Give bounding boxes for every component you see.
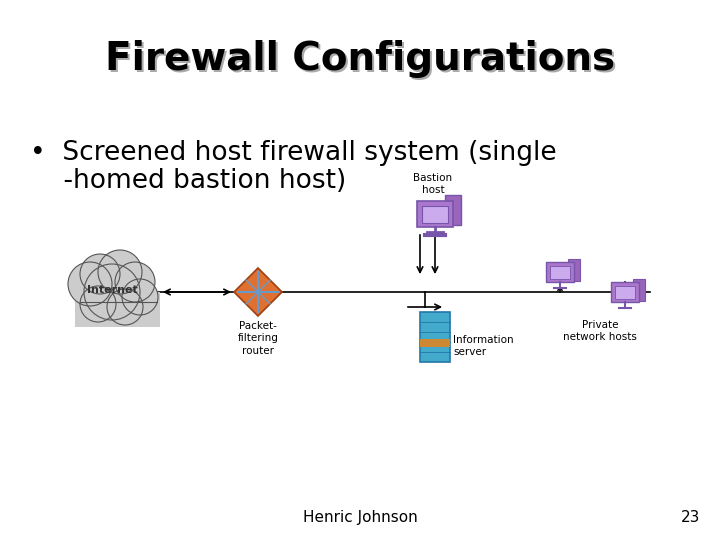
FancyBboxPatch shape xyxy=(417,201,453,227)
FancyBboxPatch shape xyxy=(568,259,580,281)
Text: •  Screened host firewall system (single: • Screened host firewall system (single xyxy=(30,140,557,166)
Circle shape xyxy=(107,289,143,325)
FancyBboxPatch shape xyxy=(422,206,448,223)
Text: Firewall Configurations: Firewall Configurations xyxy=(107,42,617,80)
Text: Packet-
filtering
router: Packet- filtering router xyxy=(238,321,279,356)
FancyBboxPatch shape xyxy=(420,339,450,347)
Text: Henric Johnson: Henric Johnson xyxy=(302,510,418,525)
FancyBboxPatch shape xyxy=(420,312,450,362)
Polygon shape xyxy=(234,268,282,316)
Text: Internet: Internet xyxy=(86,285,138,295)
Text: 23: 23 xyxy=(680,510,700,525)
FancyBboxPatch shape xyxy=(445,195,461,225)
Circle shape xyxy=(80,286,116,322)
Circle shape xyxy=(80,254,120,294)
Bar xyxy=(75,292,160,327)
FancyBboxPatch shape xyxy=(611,282,639,302)
FancyBboxPatch shape xyxy=(546,262,574,282)
Circle shape xyxy=(84,264,140,320)
Text: Bastion
host: Bastion host xyxy=(413,173,453,195)
FancyBboxPatch shape xyxy=(633,279,645,301)
FancyBboxPatch shape xyxy=(615,286,635,299)
Text: Private
network hosts: Private network hosts xyxy=(563,320,637,342)
FancyBboxPatch shape xyxy=(550,266,570,279)
Text: -homed bastion host): -homed bastion host) xyxy=(30,168,346,194)
Circle shape xyxy=(68,262,112,306)
Text: Firewall Configurations: Firewall Configurations xyxy=(105,40,615,78)
Text: Information
server: Information server xyxy=(453,335,513,357)
Circle shape xyxy=(122,279,158,315)
Circle shape xyxy=(115,262,155,302)
Circle shape xyxy=(98,250,142,294)
